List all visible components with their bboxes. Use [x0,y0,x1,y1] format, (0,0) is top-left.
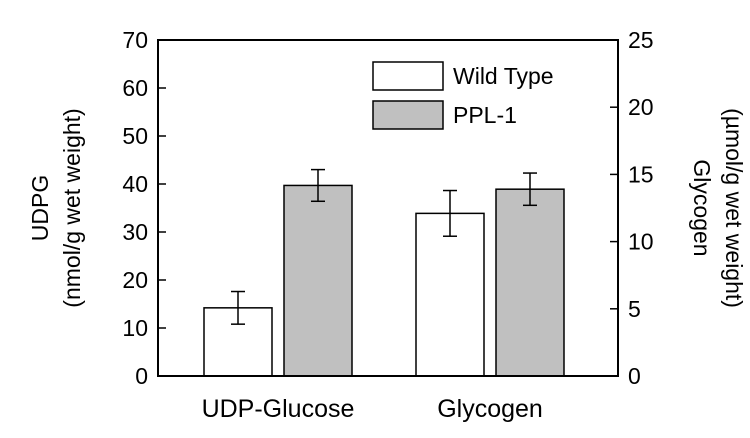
left-axis-ticks: 0 10 20 30 40 50 60 70 [122,27,166,389]
legend-label-ppl-1: PPL-1 [453,102,517,128]
category-label: UDP-Glucose [202,395,355,423]
right-axis-title: Glycogen [689,159,715,256]
left-axis-title: UDPG [27,175,53,241]
bars [203,184,565,377]
left-axis-subtitle: (nmol/g wet weight) [59,108,85,307]
left-tick-label: 10 [122,315,148,341]
right-tick-label: 25 [628,27,654,53]
right-tick-label: 20 [628,94,654,120]
right-tick-label: 10 [628,229,654,255]
right-tick-label: 0 [628,363,641,389]
bar-ppl-1-udp-glucose [283,184,353,377]
legend-swatch-wild-type [372,61,444,91]
left-tick-label: 60 [122,75,148,101]
right-tick-label: 15 [628,161,654,187]
left-tick-label: 30 [122,219,148,245]
left-tick-label: 20 [122,267,148,293]
bar-wild-type-glycogen [415,212,485,377]
left-tick-label: 70 [122,27,148,53]
bar-ppl-1-glycogen [495,188,565,377]
category-labels: UDP-Glucose Glycogen [202,395,543,423]
right-axis-subtitle: (µmol/g wet weight) [721,108,747,308]
plot-frame [157,39,619,377]
category-label: Glycogen [437,395,543,423]
left-tick-label: 0 [135,363,148,389]
legend-swatch-ppl-1 [372,100,444,130]
legend-label-wild-type: Wild Type [453,63,554,89]
right-tick-label: 5 [628,296,641,322]
left-tick-label: 40 [122,171,148,197]
legend: Wild Type PPL-1 [372,61,554,130]
left-tick-label: 50 [122,123,148,149]
right-axis-ticks: 0 5 10 15 20 25 [610,27,654,389]
error-bars [231,168,537,325]
